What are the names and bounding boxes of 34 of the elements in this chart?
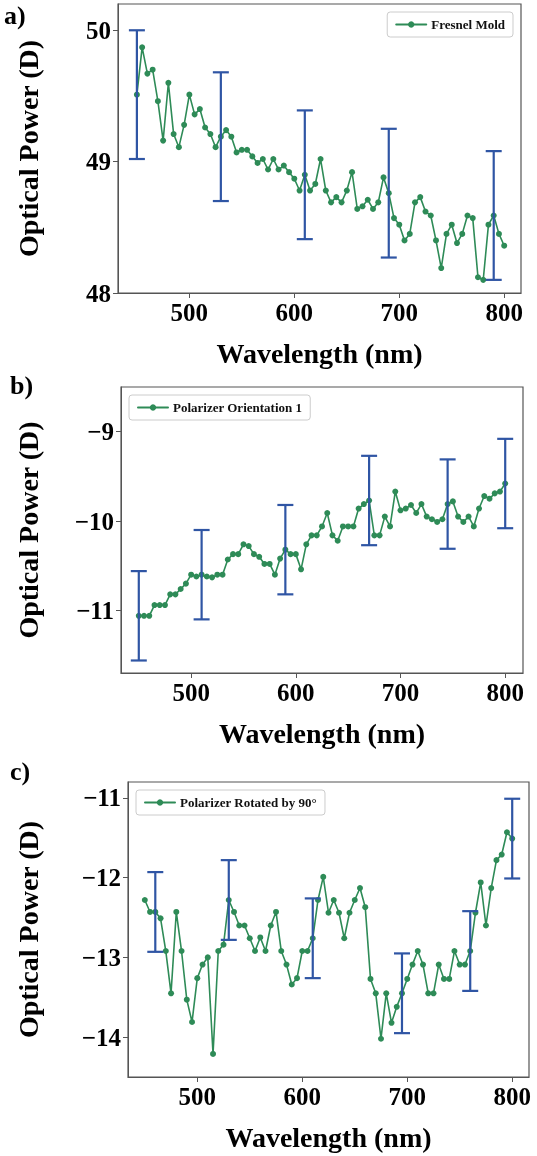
x-axis-title: Wavelength (nm): [225, 1121, 432, 1153]
x-tick-label: 500: [178, 1083, 217, 1110]
x-tick-label: 500: [172, 679, 210, 706]
legend-label: Fresnel Mold: [431, 17, 506, 32]
x-tick-label: 800: [486, 679, 524, 706]
x-tick-label: 800: [493, 1083, 531, 1110]
text: c): [10, 756, 31, 786]
text: a): [4, 0, 26, 30]
y-tick-label: −14: [81, 1023, 122, 1051]
x-tick-label: 600: [277, 679, 315, 706]
y-axis-title: Optical Power (D): [12, 820, 44, 1039]
y-tick-label: 49: [86, 148, 111, 176]
x-axis-title: Wavelength (nm): [218, 717, 426, 749]
y-tick-label: −10: [74, 507, 114, 535]
x-tick-label: 700: [381, 679, 420, 706]
y-tick-label: −13: [81, 943, 121, 971]
legend-label: Polarizer Rotated by 90°: [180, 795, 317, 810]
x-tick-label: 600: [283, 1083, 322, 1110]
y-tick-label: −11: [83, 784, 121, 812]
legend-label: Polarizer Orientation 1: [173, 400, 303, 415]
x-tick-label: 500: [170, 299, 209, 326]
y-tick-label: −11: [76, 596, 114, 624]
x-tick-label: 600: [275, 299, 314, 326]
y-tick-label: −9: [87, 418, 114, 446]
x-tick-label: 700: [388, 1083, 426, 1110]
x-tick-label: 700: [380, 299, 419, 326]
x-axis-title: Wavelength (nm): [216, 337, 423, 369]
x-tick-label: 800: [485, 299, 523, 326]
text: b): [10, 370, 34, 400]
y-axis-title: Optical Power (D): [12, 39, 44, 258]
y-tick-label: 48: [86, 279, 111, 307]
y-axis-title: Optical Power (D): [12, 421, 44, 639]
y-tick-label: −12: [81, 864, 121, 892]
y-tick-label: 50: [86, 16, 111, 44]
